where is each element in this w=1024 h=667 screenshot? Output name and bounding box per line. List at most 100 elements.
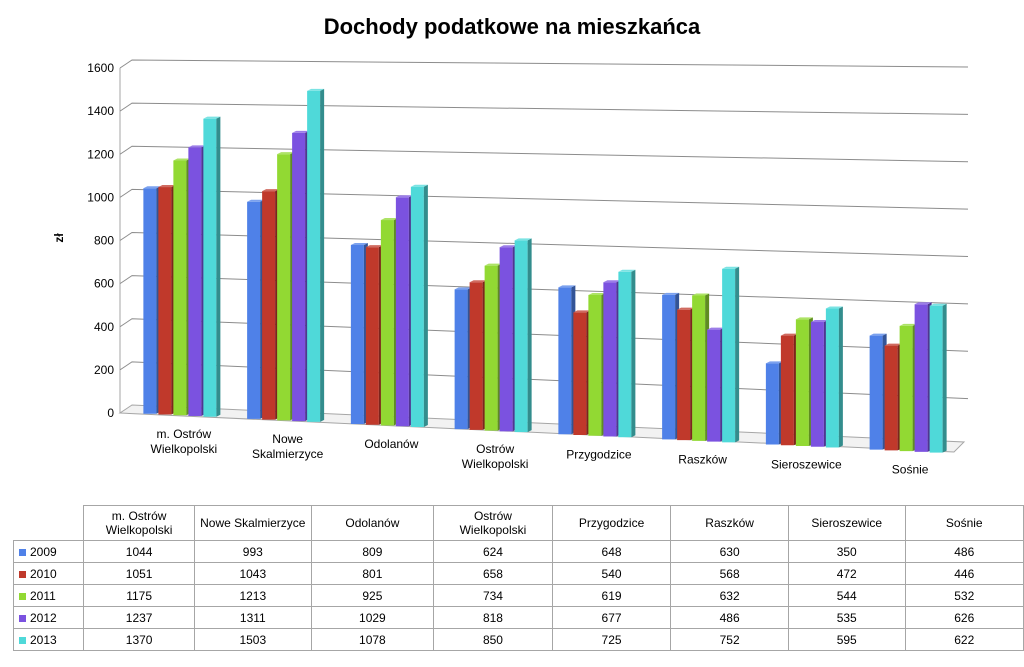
table-header-cell: Przygodzice [551,505,672,541]
chart-title: Dochody podatkowe na mieszkańca [324,14,701,39]
legend-swatch [19,570,26,578]
bar [454,287,472,430]
table-header-cell: Sieroszewice [787,505,906,541]
bar [143,186,161,414]
y-tick-label: 800 [94,234,114,248]
table-cell: 725 [551,628,672,651]
bar [558,285,576,435]
table-cell: 535 [787,606,906,629]
table-cell: 619 [551,584,672,607]
table-header-cell: m. Ostrów Wielkopolski [83,505,195,541]
bar [469,280,487,430]
y-tick-label: 1600 [87,61,114,75]
series-legend-cell: 2012 [12,606,85,629]
table-header-cell: Nowe Skalmierzyce [193,505,312,541]
bar [173,158,191,416]
table-cell: 677 [551,606,672,629]
series-legend-cell: 2009 [12,540,85,563]
y-tick-label: 1400 [87,104,114,118]
table-cell: 850 [433,628,553,651]
bar [722,266,740,443]
bar [795,317,813,446]
table-cell: 925 [310,584,435,607]
x-category-label: Ostrów Wielkopolski [462,442,529,471]
table-cell: 993 [193,540,312,563]
y-tick-label: 400 [94,320,114,334]
table-cell: 595 [787,628,906,651]
table-cell: 1051 [83,562,195,585]
table-cell: 544 [787,584,906,607]
bar [158,185,176,415]
bar [292,130,310,422]
table-cell: 818 [433,606,553,629]
bar [929,303,947,453]
x-category-label: Raszków [678,452,727,466]
bar [692,293,710,441]
bar [618,269,636,438]
table-cell: 801 [310,562,435,585]
table-cell: 568 [670,562,789,585]
table-cell: 532 [904,584,1024,607]
bar [825,306,843,448]
x-axis-categories: m. Ostrów Wielkopolski Nowe Skalmierzyce Odo… [151,427,929,477]
bar [380,218,398,426]
x-category-label: Przygodzice [566,447,632,461]
legend-swatch [19,614,26,622]
bar [573,310,591,436]
y-tick-label: 600 [94,277,114,291]
series-legend-cell: 2013 [12,628,85,651]
table-cell: 630 [670,540,789,563]
bar [780,333,798,446]
table-cell: 1029 [310,606,435,629]
table-cell: 486 [904,540,1024,563]
table-cell: 632 [670,584,789,607]
y-tick-label: 200 [94,363,114,377]
table-cell: 1503 [193,628,312,651]
bar [262,189,280,420]
bar [899,323,917,452]
table-row: 2013 1370 1503 1078 850 725 752 595 622 [12,628,1024,651]
bar [588,292,606,436]
bar [869,333,887,450]
table-header-cell: Ostrów Wielkopolski [433,505,553,541]
table-cell: 648 [551,540,672,563]
x-category-label: Sieroszewice [771,458,842,472]
table-cell: 486 [670,606,789,629]
legend-swatch [19,548,26,556]
table-cell: 626 [904,606,1024,629]
table-cell: 658 [433,562,553,585]
bar [365,245,383,425]
table-cell: 622 [904,628,1024,651]
bar [677,307,695,441]
table-cell: 624 [433,540,553,563]
series-legend-cell: 2010 [12,562,85,585]
table-cell: 446 [904,562,1024,585]
table-cell: 734 [433,584,553,607]
table-cell: 1043 [193,562,312,585]
bar [395,195,413,427]
bar [514,238,532,433]
y-axis-label: zł [52,233,66,243]
x-category-label: Nowe Skalmierzyce [252,432,324,461]
y-axis-ticks: 0 200 400 600 800 1000 1200 1400 1600 [87,61,114,420]
bar [277,152,295,421]
legend-swatch [19,636,26,644]
table-row: 2011 1175 1213 925 734 619 632 544 532 [12,584,1024,607]
table-cell: 472 [787,562,906,585]
bar [203,116,221,417]
bar [914,302,932,452]
data-table: m. Ostrów Wielkopolski Nowe Skalmierzyce Od… [12,505,1024,651]
y-tick-label: 0 [107,406,114,420]
bar [810,320,828,447]
bar [410,184,428,427]
table-cell: 350 [787,540,906,563]
bar [247,199,265,419]
x-category-label: Sośnie [892,463,929,477]
table-row: 2012 1237 1311 1029 818 677 486 535 626 [12,606,1024,629]
gridlines [118,59,969,453]
table-row: 2010 1051 1043 801 658 540 568 472 446 [12,562,1024,585]
x-category-label: Odolanów [364,437,418,451]
bar [484,263,502,431]
bars [143,88,947,453]
